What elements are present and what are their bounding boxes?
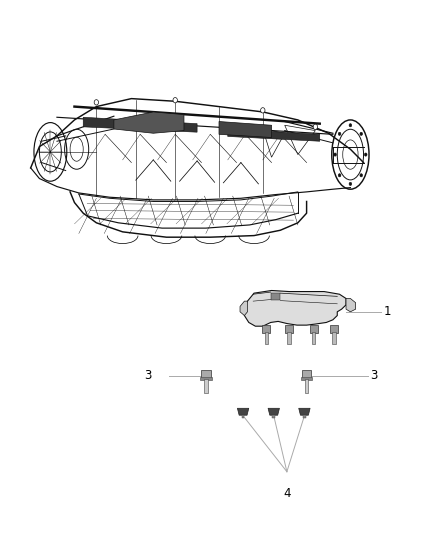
Ellipse shape (338, 132, 341, 135)
Polygon shape (244, 290, 346, 326)
Ellipse shape (338, 174, 341, 177)
Polygon shape (219, 122, 272, 138)
Polygon shape (240, 301, 247, 316)
Bar (305, 379, 308, 393)
Bar (332, 332, 336, 344)
Polygon shape (299, 408, 310, 415)
Bar (242, 415, 244, 418)
Polygon shape (237, 408, 249, 415)
Text: 1: 1 (383, 305, 391, 318)
Bar (200, 377, 212, 380)
Ellipse shape (173, 98, 177, 103)
Ellipse shape (349, 182, 352, 185)
Text: 3: 3 (370, 369, 378, 382)
Ellipse shape (364, 153, 367, 156)
Bar (201, 370, 211, 378)
Polygon shape (268, 408, 279, 415)
Text: 4: 4 (283, 487, 291, 499)
Ellipse shape (360, 174, 363, 177)
Ellipse shape (334, 153, 336, 156)
Bar (272, 415, 275, 418)
Bar (265, 332, 268, 344)
Ellipse shape (94, 100, 99, 105)
Ellipse shape (360, 132, 363, 135)
Bar (301, 377, 312, 380)
Bar (302, 370, 311, 378)
Bar (312, 332, 315, 344)
Bar (262, 325, 270, 333)
Bar (303, 415, 306, 418)
Polygon shape (114, 112, 184, 133)
Ellipse shape (261, 108, 265, 113)
Polygon shape (83, 117, 197, 132)
Bar (330, 325, 338, 333)
Ellipse shape (313, 124, 318, 130)
Polygon shape (346, 298, 356, 312)
Ellipse shape (349, 124, 352, 127)
Polygon shape (228, 129, 320, 141)
Polygon shape (271, 293, 280, 300)
Text: 3: 3 (144, 369, 151, 382)
Bar (310, 325, 318, 333)
Bar (285, 325, 293, 333)
Bar (204, 379, 208, 393)
Bar (287, 332, 291, 344)
